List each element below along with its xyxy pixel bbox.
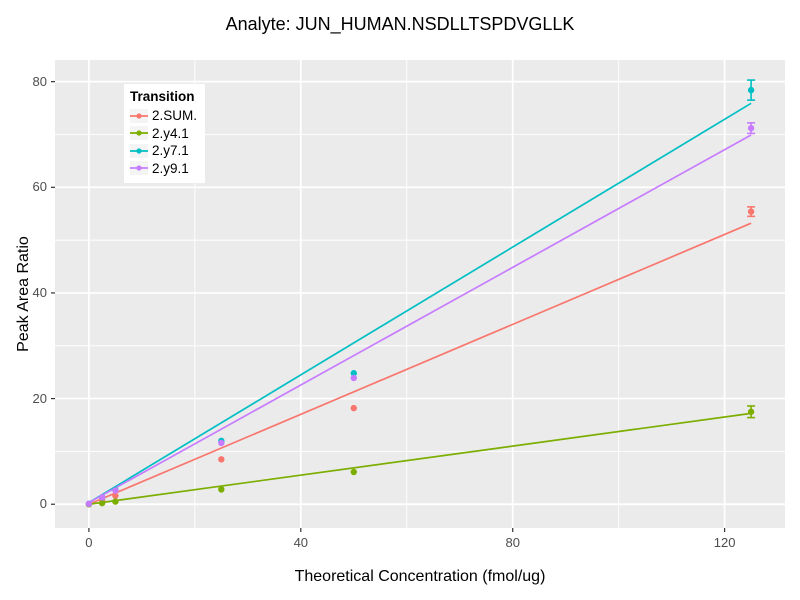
data-point-2.SUM. [350,404,357,412]
legend-label: 2.SUM. [152,108,198,124]
data-point-2.SUM. [218,456,225,463]
legend: Transition 2.SUM. 2.y4.1 2.y7.1 2.y9.1 [124,84,206,183]
legend-item-2.SUM.: 2.SUM. [130,107,197,125]
legend-key-icon [130,126,148,141]
y-tick-label: 80 [32,73,47,89]
data-point-2.SUM. [112,492,119,499]
data-point-2.y4.1 [112,498,119,505]
data-point-2.y9.1 [747,124,755,132]
data-point-2.y4.1 [350,468,357,476]
chart-title: Analyte: JUN_HUMAN.NSDLLTSPDVGLLK [225,14,575,34]
x-axis-label: Theoretical Concentration (fmol/ug) [294,568,546,585]
legend-item-2.y9.1: 2.y9.1 [130,160,197,178]
legend-key-icon [130,108,148,123]
legend-item-2.y4.1: 2.y4.1 [130,125,197,143]
data-point-2.y4.1 [98,499,106,507]
legend-key-icon [130,143,148,158]
x-tick-label: 80 [505,535,520,550]
legend-label: 2.y4.1 [152,125,189,141]
fit-line-2.y4.1 [88,412,752,506]
legend-label: 2.y7.1 [152,143,189,159]
x-tick-label: 120 [713,535,736,550]
data-point-2.SUM. [747,208,755,215]
x-tick-label: 0 [85,535,93,550]
data-point-2.y9.1 [350,374,357,382]
y-tick-label: 20 [32,390,47,406]
fit-line-2.SUM. [88,222,752,506]
legend-item-2.y7.1: 2.y7.1 [130,142,197,160]
legend-key-icon [130,161,148,176]
data-point-2.y4.1 [218,486,225,493]
data-point-2.y9.1 [112,487,119,494]
fit-line-2.y7.1 [88,102,752,504]
y-tick-label: 40 [32,284,47,300]
x-tick-label: 40 [293,535,309,550]
plot-canvas [51,60,785,532]
y-tick-label: 0 [39,496,47,512]
data-point-2.y7.1 [747,86,755,94]
data-point-2.y9.1 [218,439,225,447]
y-tick-label: 60 [32,179,47,195]
data-point-2.y9.1 [98,494,106,501]
data-point-2.y9.1 [85,500,93,507]
legend-items: 2.SUM. 2.y4.1 2.y7.1 2.y9.1 [130,107,197,177]
legend-label: 2.y9.1 [152,160,189,176]
data-point-2.y4.1 [747,408,755,415]
data-point-2.y7.1 [350,370,357,377]
legend-title: Transition [130,89,195,104]
fit-line-2.y9.1 [88,134,752,504]
